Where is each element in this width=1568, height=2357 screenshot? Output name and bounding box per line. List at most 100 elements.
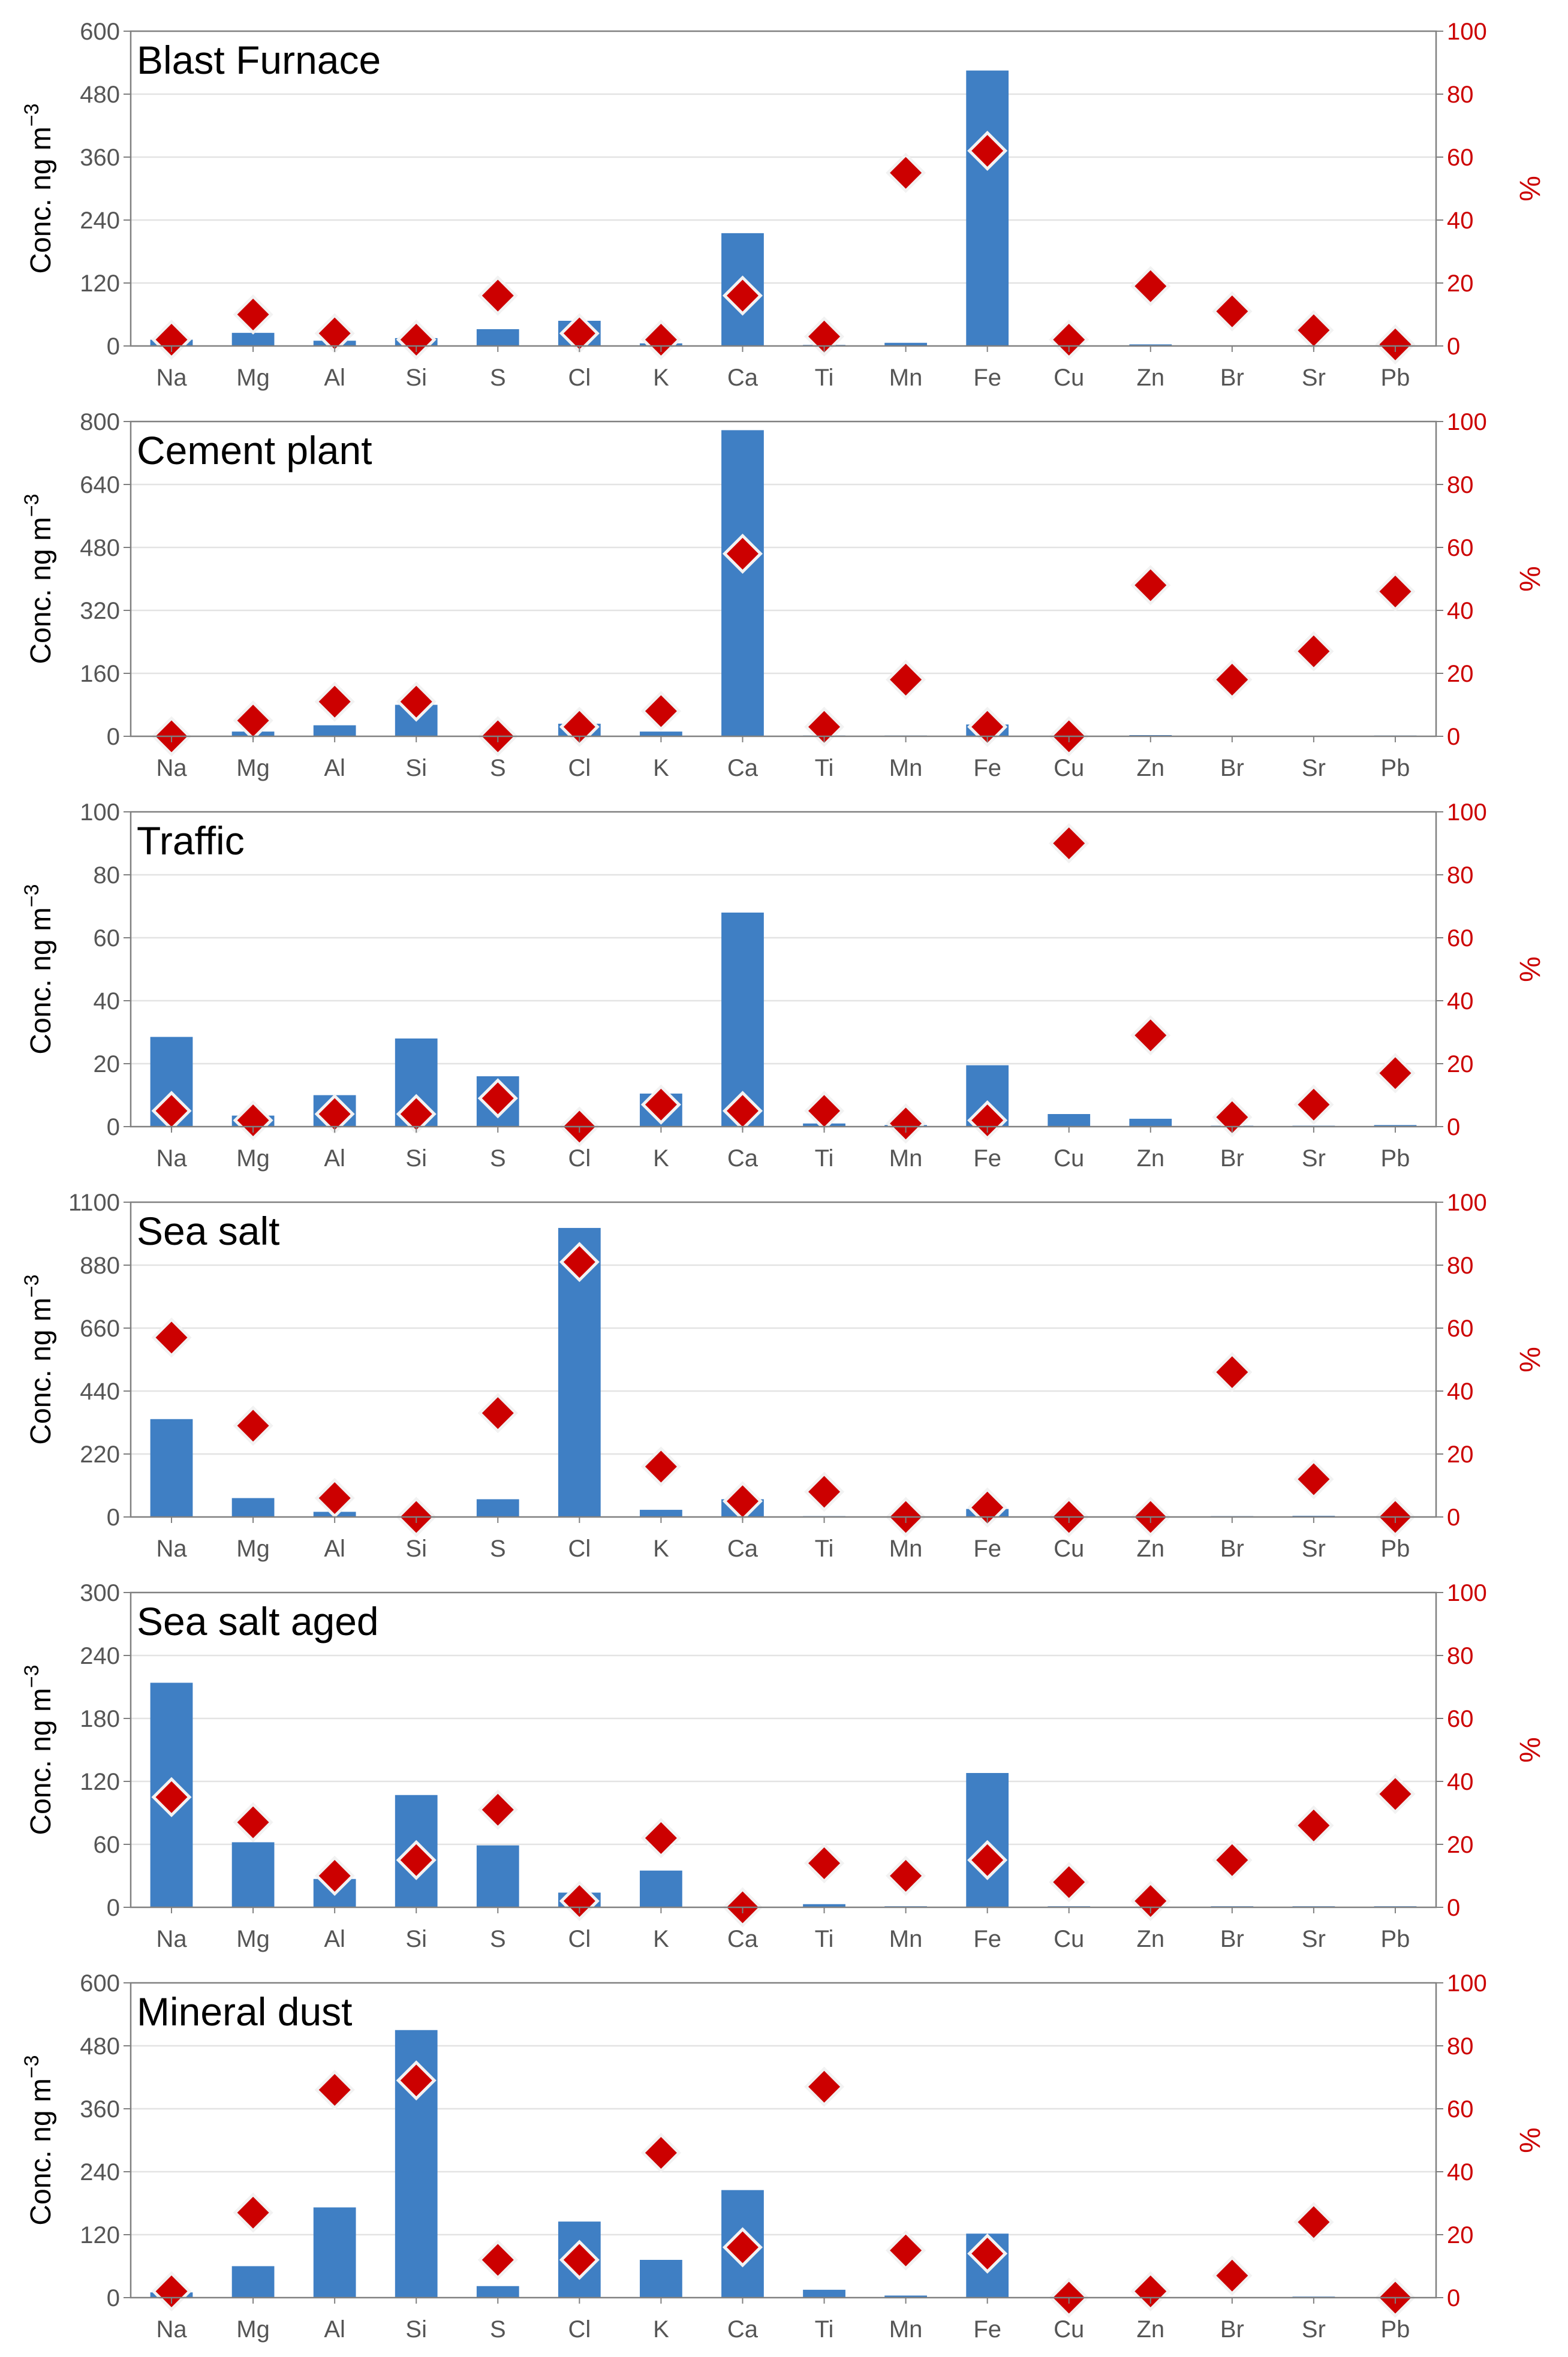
y2-tick-label: 80 <box>1447 2033 1474 2060</box>
y2-tick-label: 40 <box>1447 2159 1474 2186</box>
x-tick-label-Na: Na <box>156 1536 187 1562</box>
y-axis-label-superscript: −3 <box>20 1274 43 1298</box>
bar-Mn <box>884 342 927 346</box>
x-tick-label-Si: Si <box>405 2316 427 2343</box>
percent-marker-Sr <box>1293 631 1334 672</box>
x-tick-label-K: K <box>653 2316 669 2343</box>
y2-tick-label: 60 <box>1447 2096 1474 2123</box>
bar-Mg <box>231 1842 275 1907</box>
y2-tick-label: 20 <box>1447 661 1474 687</box>
y-axis-label-superscript: −3 <box>20 1664 43 1688</box>
x-tick-label-Cl: Cl <box>568 755 591 781</box>
percent-marker-Fe <box>967 2233 1008 2274</box>
x-tick-label-Cu: Cu <box>1054 1145 1084 1172</box>
y-tick-label: 660 <box>80 1316 120 1342</box>
chart-panel-6: 0 120 240 360 480 600 0 20 40 60 80 100 Na Mg Al Si S Cl K… <box>20 1970 1546 2343</box>
y2-tick-label: 40 <box>1447 988 1474 1015</box>
x-tick-label-S: S <box>490 1926 506 1952</box>
percent-marker-Mg <box>233 1802 273 1843</box>
y2-tick-label: 0 <box>1447 1504 1460 1531</box>
x-tick-label-S: S <box>490 365 506 391</box>
x-tick-label-Zn: Zn <box>1136 755 1164 781</box>
x-tick-label-Br: Br <box>1220 365 1244 391</box>
bar-Cu <box>1048 1114 1091 1127</box>
x-tick-label-Cu: Cu <box>1054 1926 1084 1952</box>
percent-marker-K <box>640 319 681 360</box>
x-tick-label-Ti: Ti <box>815 1926 834 1952</box>
plot-frame <box>130 1982 1437 2299</box>
y-tick-label: 160 <box>80 661 120 687</box>
x-tick-label-Sr: Sr <box>1302 1536 1326 1562</box>
percent-marker-S <box>477 2239 518 2280</box>
y2-tick-label: 40 <box>1447 207 1474 234</box>
y-tick-label: 120 <box>80 2222 120 2248</box>
bar-Pb <box>1374 1125 1417 1127</box>
x-tick-label-Br: Br <box>1220 1145 1244 1172</box>
percent-marker-Sr <box>1293 1459 1334 1500</box>
x-tick-label-Zn: Zn <box>1136 365 1164 391</box>
percent-marker-Ti <box>803 2066 845 2107</box>
y-axis-label: Conc. ng m−3 <box>20 2055 57 2225</box>
y-tick-label: 600 <box>80 19 120 45</box>
percent-marker-Mn <box>886 152 926 193</box>
y-tick-label: 640 <box>80 472 120 498</box>
y-axis-label-superscript: −3 <box>20 884 43 907</box>
x-tick-label-Sr: Sr <box>1302 365 1326 391</box>
y2-tick-label: 60 <box>1447 145 1474 171</box>
plot-frame <box>130 420 1437 737</box>
percent-marker-K <box>640 1446 681 1487</box>
x-tick-label-K: K <box>653 1926 669 1952</box>
percent-marker-Ti <box>803 1843 845 1884</box>
x-tick-label-Sr: Sr <box>1302 1926 1326 1952</box>
percent-marker-Na <box>151 1777 192 1817</box>
y-axis-label-text: Conc. ng m <box>25 517 57 664</box>
percent-marker-Na <box>151 319 192 360</box>
y2-tick-label: 100 <box>1447 799 1487 826</box>
y-tick-label: 440 <box>80 1378 120 1405</box>
y2-axis-label: % <box>1515 566 1546 592</box>
percent-marker-Zn <box>1130 565 1171 606</box>
x-tick-label-Si: Si <box>405 755 427 781</box>
x-tick-label-Fe: Fe <box>973 1536 1001 1562</box>
y-axis-label-superscript: −3 <box>20 2055 43 2078</box>
x-tick-label-Cl: Cl <box>568 1926 591 1952</box>
x-tick-label-Al: Al <box>324 755 345 781</box>
panel-title: Cement plant <box>137 428 372 472</box>
percent-marker-Zn <box>1130 266 1171 306</box>
percent-marker-Mn <box>886 659 926 700</box>
bar-Zn <box>1129 344 1172 346</box>
percent-marker-Zn <box>1130 1015 1171 1056</box>
x-tick-label-Pb: Pb <box>1381 365 1410 391</box>
percent-marker-Ca <box>722 2227 763 2268</box>
x-tick-label-Pb: Pb <box>1381 2316 1410 2343</box>
bar-Mg <box>231 333 275 346</box>
y-tick-label: 180 <box>80 1706 120 1732</box>
y-axis-label: Conc. ng m−3 <box>20 103 57 273</box>
percent-marker-Cu <box>1049 319 1090 360</box>
x-tick-label-K: K <box>653 365 669 391</box>
percent-marker-K <box>640 1817 681 1859</box>
y2-tick-label: 60 <box>1447 535 1474 561</box>
x-tick-label-Na: Na <box>156 2316 187 2343</box>
y-axis-label: Conc. ng m−3 <box>20 493 57 664</box>
y2-tick-label: 0 <box>1447 1114 1460 1140</box>
percent-marker-Si <box>396 681 437 722</box>
y-tick-label: 120 <box>80 1769 120 1795</box>
y2-tick-label: 80 <box>1447 1643 1474 1669</box>
x-tick-label-Pb: Pb <box>1381 1536 1410 1562</box>
x-tick-label-Al: Al <box>324 1145 345 1172</box>
x-tick-label-Cu: Cu <box>1054 365 1084 391</box>
y2-tick-label: 20 <box>1447 1051 1474 1077</box>
y2-tick-label: 40 <box>1447 1769 1474 1795</box>
x-tick-label-Mn: Mn <box>889 1926 923 1952</box>
bar-Na <box>150 1419 193 1517</box>
percent-marker-Fe <box>967 1840 1008 1880</box>
y2-tick-label: 100 <box>1447 1190 1487 1216</box>
y-axis-label: Conc. ng m−3 <box>20 1664 57 1835</box>
x-tick-label-Ca: Ca <box>727 365 759 391</box>
y-tick-label: 480 <box>80 82 120 108</box>
x-tick-label-Cu: Cu <box>1054 1536 1084 1562</box>
percent-marker-Br <box>1212 659 1253 700</box>
x-tick-label-Fe: Fe <box>973 755 1001 781</box>
x-tick-label-Al: Al <box>324 1926 345 1952</box>
